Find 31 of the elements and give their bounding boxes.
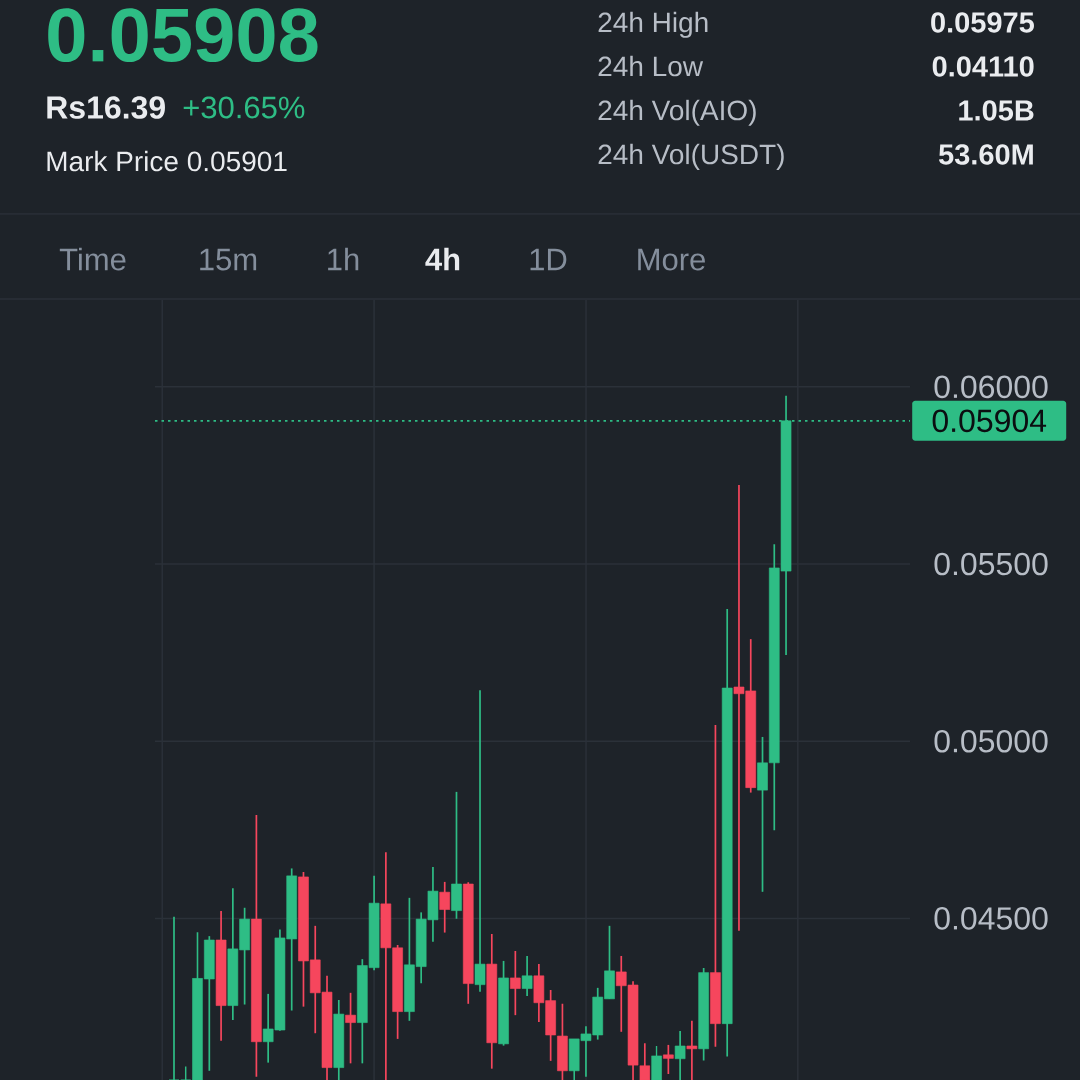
text: 0.04110 [932,56,1034,77]
text: +30.65% [183,96,305,119]
text: 1.05B [959,100,1034,121]
text: 4h [425,247,460,271]
text: 0.05908 [48,8,318,63]
text: 24h Low [598,55,704,77]
text: More [638,248,705,271]
candlestick [674,1030,686,1080]
candlestick [521,955,533,997]
text: 53.60M [938,144,1033,165]
y-tick-label: 0.05500 [934,552,1048,576]
candlestick [686,1019,698,1080]
candlestick [345,991,356,1065]
y-tick-label: 0.06000 [934,375,1048,399]
text: Time [59,247,126,271]
candlestick [510,950,521,1016]
text: 24h Vol(USDT) [598,143,784,170]
text: 15m [200,248,257,271]
text: 24h Vol(AIO) [598,99,756,126]
candlestick [663,1044,674,1075]
text: 1D [530,248,567,271]
text: Mark Price 0.05901 [47,150,287,172]
candlestick [474,689,486,993]
text: Rs16.39 [47,96,165,119]
text: 24h High [598,11,708,38]
ref-line-label: 0.05904 [932,409,1047,433]
y-tick-label: 0.05000 [934,729,1048,753]
text: 0.05975 [931,12,1034,33]
candlestick [439,881,451,934]
text: 1h [328,247,359,271]
y-tick-label: 0.04500 [934,907,1048,930]
